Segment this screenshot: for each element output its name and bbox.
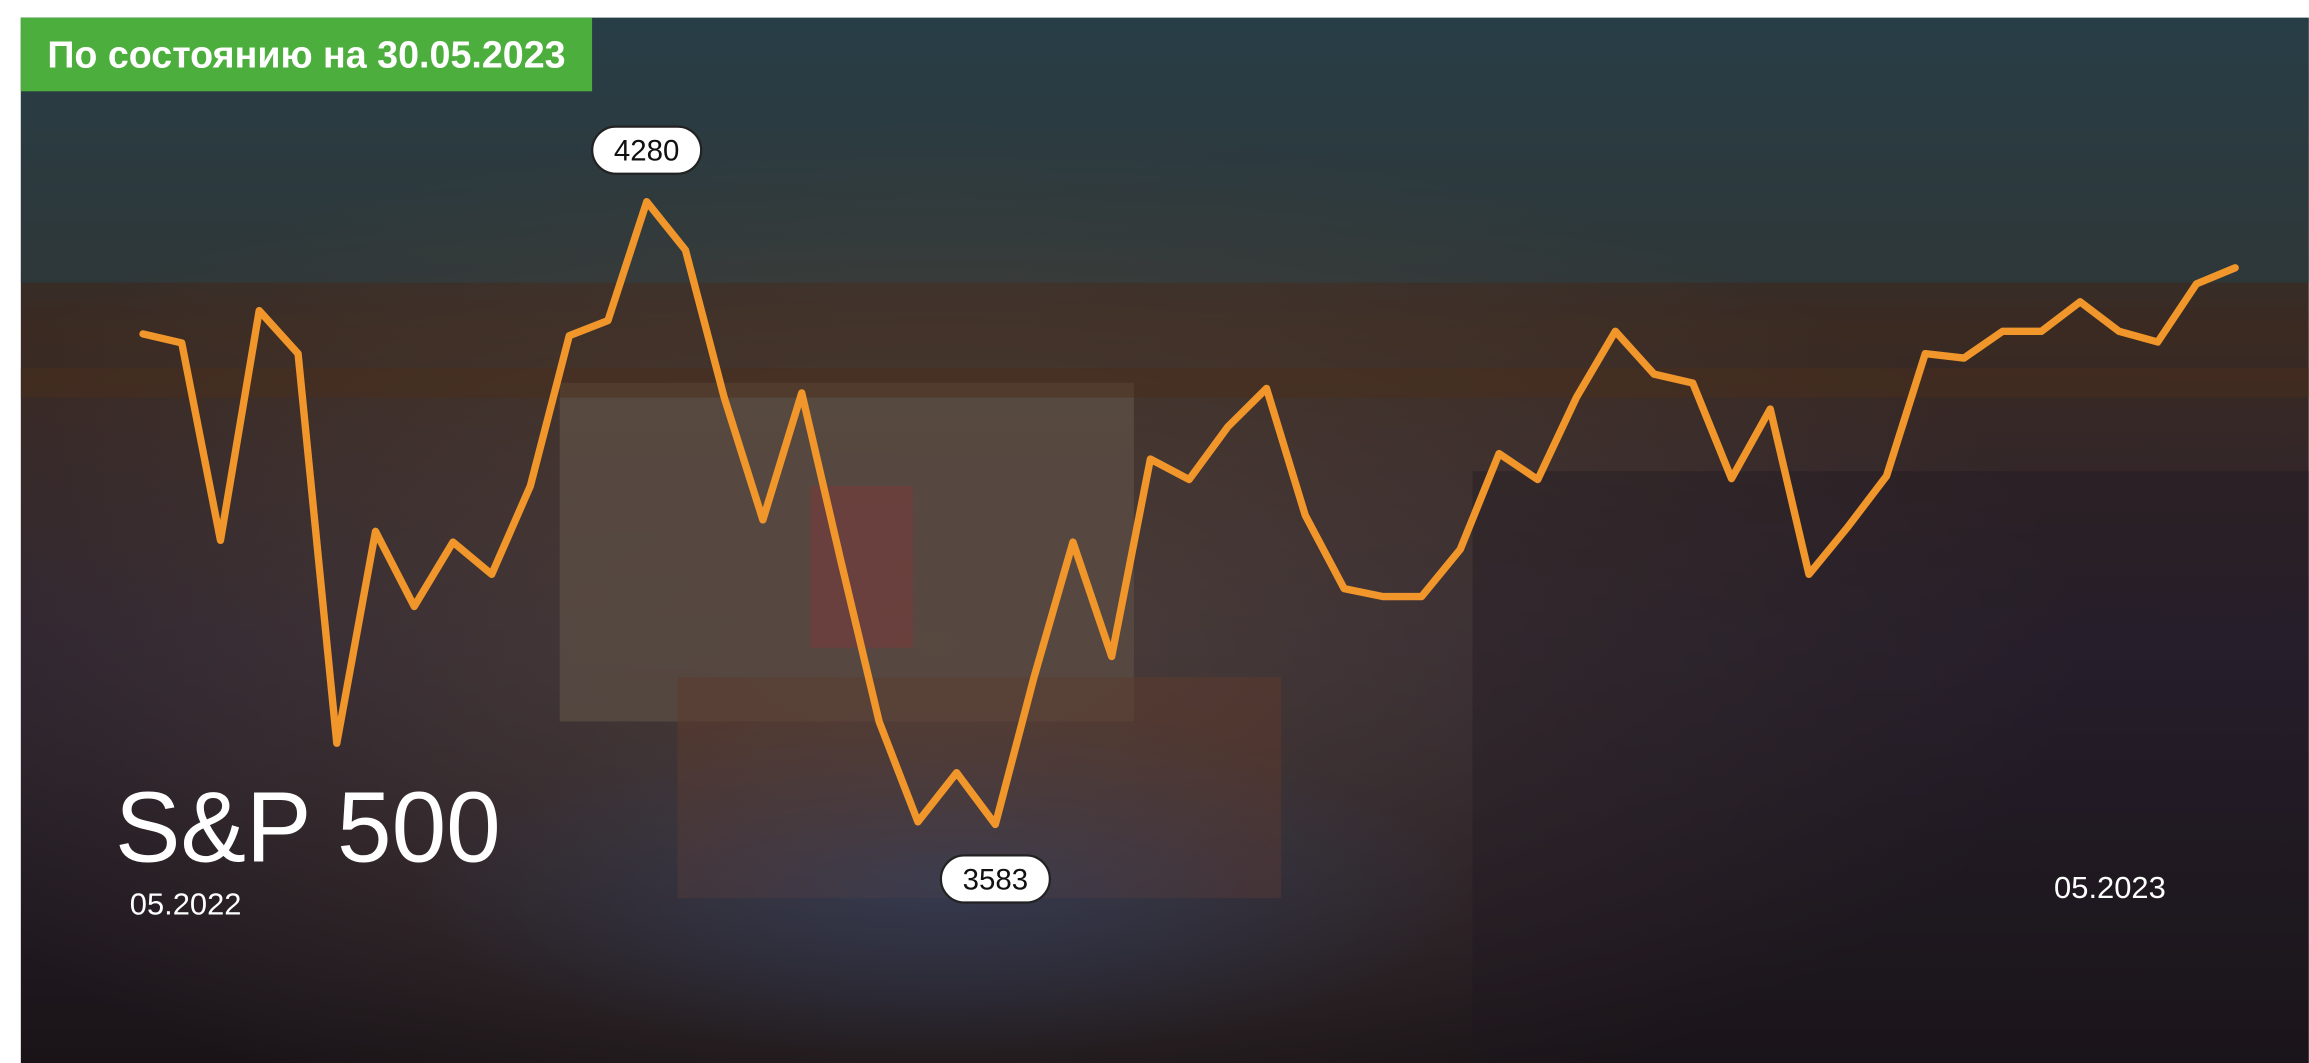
max-label-bg	[591, 125, 703, 175]
plot: 4280 3583	[139, 125, 2239, 904]
x-start-label: 05.2022	[130, 886, 242, 921]
background-photo	[20, 17, 2309, 1063]
max-label: 4280	[591, 125, 703, 175]
date-badge-text: По состоянию на 30.05.2023	[47, 34, 565, 77]
max-label-text: 4280	[614, 134, 680, 167]
x-end-label: 05.2023	[2054, 870, 2166, 905]
min-label: 3583	[939, 854, 1051, 904]
date-badge	[20, 17, 593, 92]
price-line	[139, 198, 2239, 829]
min-label-text: 3583	[963, 863, 1029, 896]
min-label-bg	[939, 854, 1051, 904]
chart-title: S&P 500	[115, 771, 501, 883]
